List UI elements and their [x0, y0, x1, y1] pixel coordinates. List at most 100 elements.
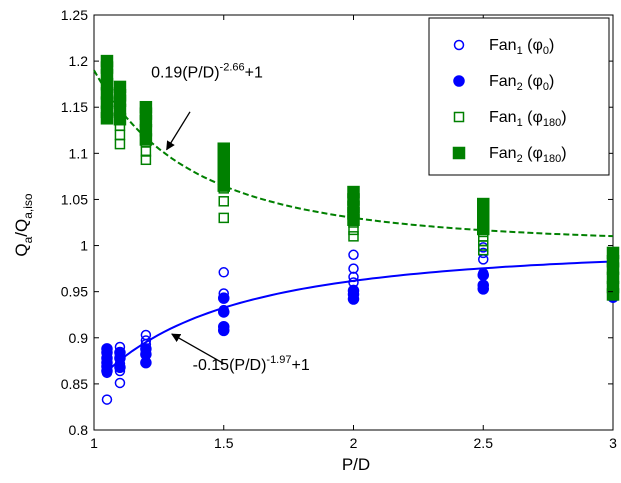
data-point: [114, 346, 126, 359]
annotation-lower-fit-base: -0.15(P/D): [193, 357, 267, 374]
data-point: [218, 212, 229, 224]
legend-entry: Fan2 (φ180): [452, 145, 567, 165]
data-point: [101, 343, 113, 355]
y-axis-ticks: 0.8 0.85 0.9 0.95 1 1.05 1.1 1.15 1.2 1.25: [61, 7, 613, 438]
data-point: [218, 320, 230, 333]
x-tick-label: 2.5: [474, 435, 494, 451]
legend-label-mid: (φ: [523, 73, 543, 90]
annotation-lower-fit-exponent: -1.97: [266, 354, 291, 366]
y-tick-label: 0.95: [61, 284, 88, 300]
y-tick-label: 1.1: [69, 145, 89, 161]
data-point: [114, 377, 126, 389]
data-point: [218, 196, 229, 207]
data-point: [347, 185, 360, 199]
x-tick-label: 2: [350, 435, 358, 451]
legend-label-sub: 1: [517, 45, 523, 57]
legend: Fan1 (φ0)Fan2 (φ0)Fan1 (φ180)Fan2 (φ180): [428, 17, 610, 176]
y-axis-label-sub2: a,iso: [21, 193, 35, 219]
legend-label-phisub: 0: [543, 45, 549, 57]
legend-label-sub: 1: [517, 117, 523, 129]
annotation-upper-fit-base: 0.19(P/D): [151, 65, 219, 82]
y-tick-label: 0.9: [69, 330, 89, 346]
data-point: [477, 279, 489, 291]
data-point: [218, 267, 229, 278]
x-axis-ticks: 1 1.5 2 2.5 3: [90, 15, 617, 451]
fit-lower-line: [106, 260, 614, 372]
y-tick-label: 0.85: [61, 376, 88, 392]
x-tick-label: 3: [609, 435, 617, 451]
data-point: [218, 292, 230, 304]
legend-label-base: Fan: [489, 73, 517, 90]
data-point: [218, 306, 230, 318]
data-point: [217, 170, 230, 183]
legend-label-sub: 2: [517, 153, 523, 165]
plot-area: [93, 14, 620, 431]
annotation-upper-fit: 0.19(P/D)-2.66+1: [151, 62, 263, 82]
data-point: [348, 263, 359, 274]
data-point: [101, 394, 113, 405]
legend-label-phisub: 180: [543, 153, 561, 165]
legend-label-end: ): [549, 37, 554, 54]
data-point: [140, 329, 152, 341]
y-tick-label: 0.8: [69, 422, 89, 438]
annotation-upper-fit-exponent: -2.66: [220, 62, 245, 74]
y-tick-label: 1.15: [61, 99, 88, 115]
y-tick-label: 1: [80, 238, 88, 254]
legend-label-phisub: 0: [543, 81, 549, 93]
y-axis-label-sub1: a: [21, 236, 35, 243]
legend-entry: Fan2 (φ0): [453, 73, 554, 93]
data-point: [477, 269, 489, 281]
data-point: [113, 80, 127, 94]
data-point: [606, 246, 620, 260]
legend-label-sub: 2: [517, 81, 523, 93]
y-axis-label-main: Q: [12, 243, 31, 256]
x-axis-label: P/D: [342, 455, 370, 474]
legend-label-phisub: 180: [543, 117, 561, 129]
y-tick-label: 1.25: [61, 7, 88, 23]
x-tick-label: 1.5: [214, 435, 234, 451]
y-axis-label: Qa/Qa,iso: [12, 193, 35, 257]
legend-label-mid: (φ: [523, 145, 543, 162]
legend-label: Fan2 (φ0): [489, 73, 554, 93]
legend-label-end: ): [549, 73, 554, 90]
y-axis-label-mid: /Q: [12, 219, 31, 237]
legend-label-end: ): [561, 109, 566, 126]
legend-marker: [453, 111, 465, 123]
y-tick-label: 1.05: [61, 191, 88, 207]
annotation-lower-fit-arrow: [171, 333, 225, 365]
data-point: [347, 284, 360, 297]
annotation-lower-fit: -0.15(P/D)-1.97+1: [193, 354, 310, 374]
legend-label: Fan1 (φ180): [489, 109, 567, 129]
annotation-upper-fit-offset: +1: [245, 65, 263, 82]
legend-label-mid: (φ: [523, 109, 543, 126]
legend-label: Fan2 (φ180): [489, 145, 567, 165]
data-point: [477, 197, 490, 211]
x-tick-label: 1: [90, 435, 98, 451]
legend-label: Fan1 (φ0): [489, 37, 554, 57]
legend-marker: [452, 146, 466, 160]
data-point: [114, 129, 126, 141]
legend-entry: Fan1 (φ0): [453, 37, 554, 57]
legend-marker: [453, 75, 465, 87]
data-point: [100, 54, 114, 68]
annotation-lower-fit-offset: +1: [291, 357, 309, 374]
legend-entry: Fan1 (φ180): [453, 109, 567, 129]
data-point: [139, 100, 153, 114]
y-tick-label: 1.2: [69, 53, 89, 69]
legend-label-base: Fan: [489, 109, 517, 126]
legend-marker: [453, 39, 465, 51]
series-2: [101, 269, 619, 377]
legend-label-end: ): [561, 145, 566, 162]
legend-label-base: Fan: [489, 145, 517, 162]
data-point: [348, 249, 359, 261]
legend-label-mid: (φ: [523, 37, 543, 54]
data-point: [217, 142, 230, 155]
data-point: [114, 138, 126, 150]
annotations: 0.19(P/D)-2.66+1-0.15(P/D)-1.97+1: [151, 62, 310, 374]
data-point: [348, 231, 359, 242]
legend-label-base: Fan: [489, 37, 517, 54]
annotation-upper-fit-arrow: [166, 111, 191, 151]
series-4: [100, 54, 620, 301]
data-point: [140, 343, 152, 355]
